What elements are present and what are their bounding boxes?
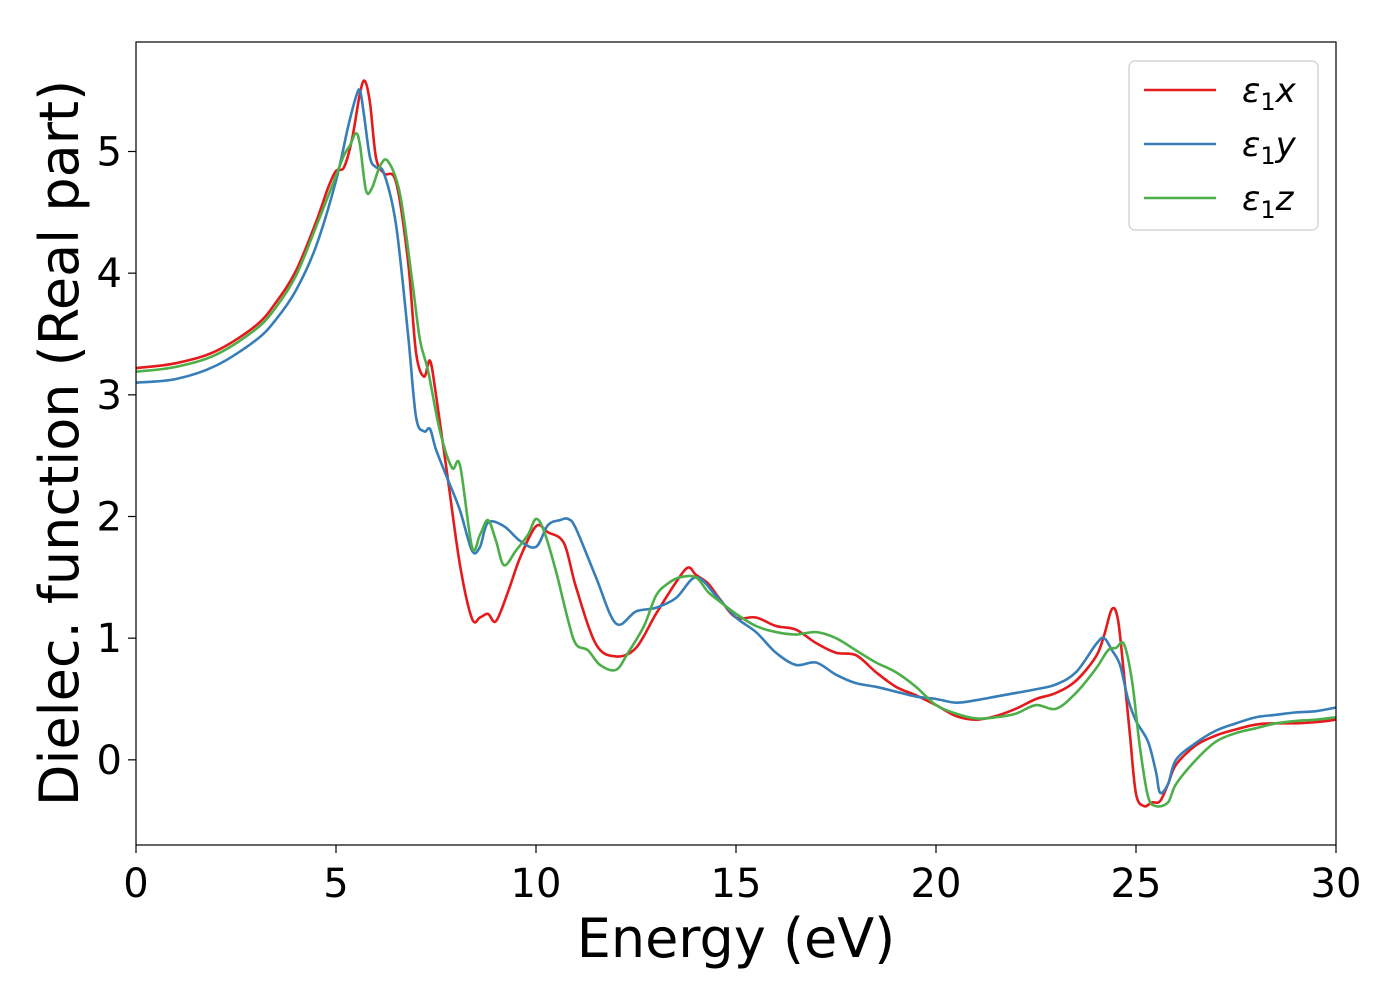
x-axis-label: Energy (eV) [577, 907, 896, 970]
x-tick-label: 20 [911, 861, 962, 907]
y-tick-label: 4 [97, 251, 122, 297]
y-tick-label: 2 [97, 495, 122, 541]
y-tick-label: 3 [97, 373, 122, 419]
x-tick-label: 5 [323, 861, 348, 907]
x-tick-label: 25 [1111, 861, 1162, 907]
x-tick-label: 15 [711, 861, 762, 907]
y-tick-label: 1 [97, 616, 122, 662]
series-line-z [136, 131, 1336, 808]
legend-label-z: ε1z [1242, 179, 1295, 224]
x-tick-label: 0 [123, 861, 148, 907]
legend: ε1x ε1y ε1z [1128, 60, 1319, 231]
legend-box [1128, 60, 1319, 231]
y-tick-label: 5 [97, 130, 122, 176]
y-axis-label: Dielec. function (Real part) [28, 80, 91, 806]
legend-entries: ε1x ε1y ε1z [1144, 71, 1297, 224]
legend-label-y: ε1y [1242, 125, 1297, 170]
x-axis-ticks: 0 5 10 15 20 25 30 [123, 845, 1361, 907]
series-lines [136, 79, 1336, 808]
x-tick-label: 30 [1311, 861, 1362, 907]
x-tick-label: 10 [511, 861, 562, 907]
series-line-x [136, 79, 1336, 808]
y-axis-ticks: 0 1 2 3 4 5 [97, 130, 136, 784]
y-tick-label: 0 [97, 738, 122, 784]
legend-label-x: ε1x [1242, 71, 1297, 116]
